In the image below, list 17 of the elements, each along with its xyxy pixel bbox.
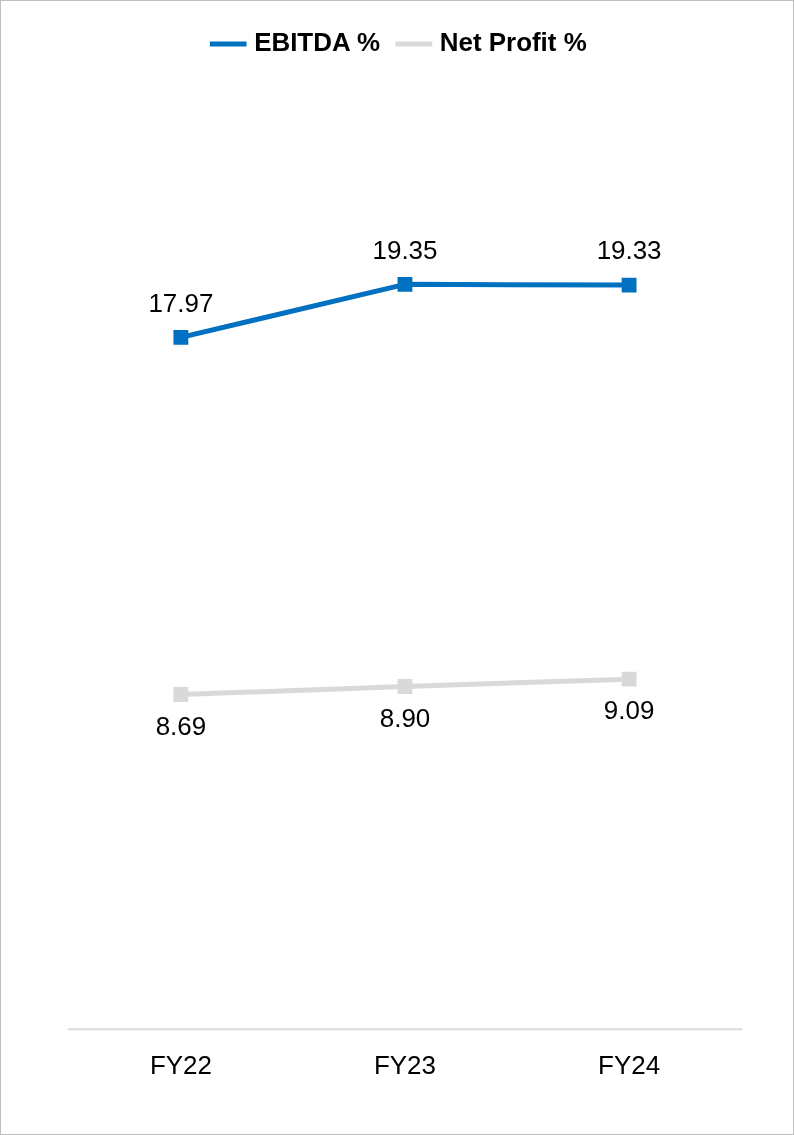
point	[397, 679, 413, 694]
x-tick-label: FY24	[598, 1050, 661, 1079]
point	[397, 276, 413, 292]
legend-label: Net Profit %	[439, 28, 587, 57]
data-label: 9.09	[603, 696, 655, 725]
point	[173, 329, 189, 345]
point	[173, 687, 189, 702]
x-tick-label: FY23	[373, 1050, 436, 1079]
data-label: 8.90	[379, 703, 431, 732]
point	[621, 277, 637, 293]
data-label: 19.33	[596, 236, 662, 265]
point	[621, 671, 637, 687]
legend-label: EBITDA %	[254, 28, 380, 57]
data-label: 17.97	[148, 288, 214, 317]
data-label: 19.35	[372, 235, 438, 264]
x-tick-label: FY22	[149, 1050, 212, 1079]
data-label: 8.69	[155, 711, 207, 740]
